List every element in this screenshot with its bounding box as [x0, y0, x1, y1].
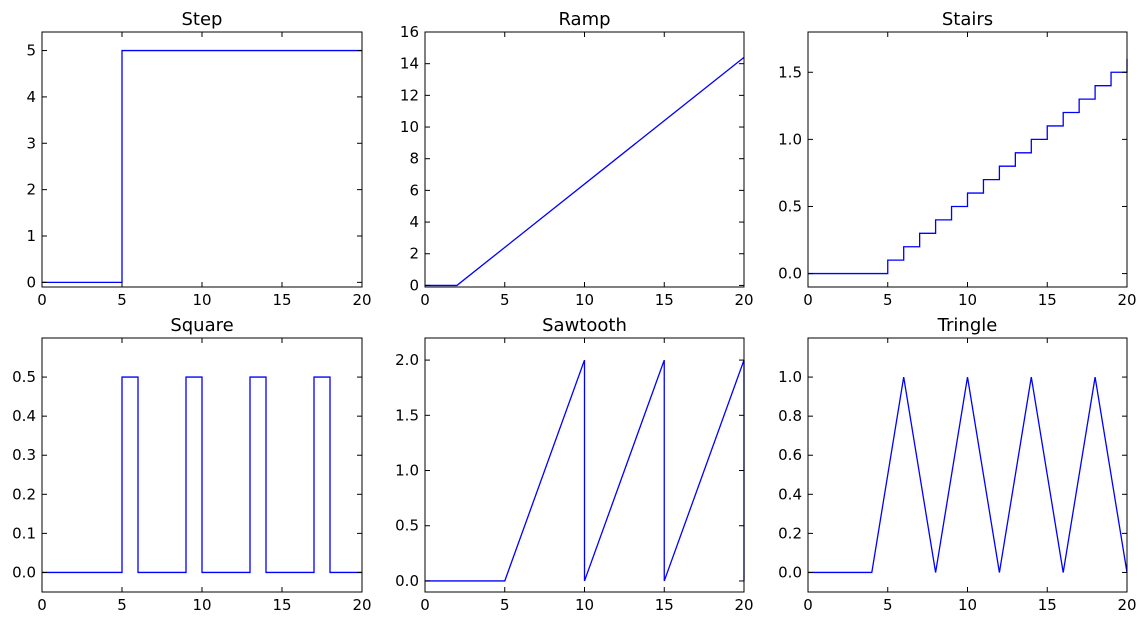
y-tick-label: 0.6	[778, 446, 802, 464]
y-tick-label: 10	[400, 118, 419, 136]
x-tick-label: 0	[420, 596, 430, 614]
x-tick-label: 5	[883, 291, 893, 309]
x-tick-label: 10	[575, 291, 594, 309]
x-tick-label: 15	[272, 596, 291, 614]
y-tick-label: 2	[409, 245, 419, 263]
axes-frame	[424, 31, 745, 288]
series-line	[42, 49, 362, 284]
axes-frame	[807, 337, 1128, 593]
subplot-title: Tringle	[937, 315, 998, 336]
y-tick-label: 4	[409, 213, 419, 231]
x-tick-label: 5	[883, 596, 893, 614]
x-tick-label: 20	[352, 596, 371, 614]
subplot-sawtooth: 0 5 10 15 20 0.0 0.5 1.0 1.5 2.0 Sawtooth	[395, 315, 753, 614]
x-tick-label: 10	[958, 596, 977, 614]
y-tick-label: 5	[26, 42, 36, 60]
x-tick-label: 0	[37, 596, 47, 614]
x-tick-label: 5	[117, 596, 127, 614]
x-tick-label: 0	[803, 596, 813, 614]
axes-frame	[41, 31, 363, 288]
y-tick-label: 1.5	[778, 63, 802, 81]
y-tick-label: 0.2	[12, 485, 36, 503]
x-tick-label: 5	[117, 291, 127, 309]
y-tick-label: 1	[26, 227, 36, 245]
y-tick-label: 0.1	[12, 524, 36, 542]
x-tick-label: 15	[1038, 291, 1057, 309]
y-tick-label: 1.0	[395, 462, 419, 480]
y-tick-label: 14	[400, 55, 419, 73]
y-tick-label: 0.0	[778, 563, 802, 581]
y-tick-label: 0.0	[778, 265, 802, 283]
subplot-title: Sawtooth	[542, 315, 627, 336]
subplot-stairs: 0 5 10 15 20 0.0 0.5 1.0 1.5 Stairs	[778, 9, 1136, 309]
x-tick-label: 5	[500, 291, 510, 309]
series-line	[808, 58, 1128, 275]
y-tick-label: 12	[400, 86, 419, 104]
y-tick-label: 4	[26, 88, 36, 106]
x-tick-label: 20	[734, 291, 753, 309]
y-tick-label: 0.3	[12, 446, 36, 464]
y-tick-label: 0	[409, 276, 419, 294]
y-tick-label: 6	[409, 181, 419, 199]
x-tick-label: 20	[1117, 291, 1136, 309]
y-tick-label: 0.0	[12, 563, 36, 581]
series-line	[808, 376, 1128, 574]
x-tick-label: 15	[655, 596, 674, 614]
x-tick-label: 10	[575, 596, 594, 614]
x-tick-label: 10	[192, 596, 211, 614]
x-tick-label: 20	[1117, 596, 1136, 614]
series-line	[425, 359, 745, 582]
x-tick-label: 15	[1038, 596, 1057, 614]
y-tick-label: 0.5	[395, 517, 419, 535]
subplot-step: 0 5 10 15 20 0 1 2 3 4 5 Step	[26, 9, 371, 309]
y-tick-label: 1.0	[778, 130, 802, 148]
y-tick-label: 0.5	[778, 197, 802, 215]
subplot-square: 0 5 10 15 20 0.0 0.1 0.2 0.3 0.4 0.5 Square	[12, 315, 371, 614]
axes-frame	[807, 31, 1128, 288]
y-tick-label: 0.0	[395, 572, 419, 590]
x-tick-label: 15	[655, 291, 674, 309]
y-tick-label: 0.8	[778, 407, 802, 425]
y-tick-label: 0.4	[12, 407, 36, 425]
subplot-title: Square	[170, 315, 233, 336]
y-tick-label: 3	[26, 134, 36, 152]
x-tick-label: 0	[420, 291, 430, 309]
x-tick-label: 20	[734, 596, 753, 614]
y-tick-label: 0.2	[778, 524, 802, 542]
x-tick-label: 0	[803, 291, 813, 309]
subplot-title: Stairs	[942, 9, 993, 30]
y-tick-label: 16	[400, 23, 419, 41]
x-tick-label: 20	[352, 291, 371, 309]
y-tick-label: 1.5	[395, 406, 419, 424]
series-line	[42, 376, 362, 574]
x-tick-label: 10	[958, 291, 977, 309]
subplot-tringle: 0 5 10 15 20 0.0 0.2 0.4 0.6 0.8 1.0 Tringle	[778, 315, 1136, 614]
y-tick-label: 8	[409, 150, 419, 168]
y-tick-label: 0	[26, 273, 36, 291]
x-tick-label: 5	[500, 596, 510, 614]
y-tick-label: 0.4	[778, 485, 802, 503]
subplot-title: Step	[182, 9, 223, 30]
y-tick-label: 0.5	[12, 368, 36, 386]
y-tick-label: 1.0	[778, 368, 802, 386]
series-line	[425, 56, 745, 287]
x-tick-label: 10	[192, 291, 211, 309]
y-tick-label: 2.0	[395, 351, 419, 369]
x-tick-label: 15	[272, 291, 291, 309]
x-tick-label: 0	[37, 291, 47, 309]
y-tick-label: 2	[26, 181, 36, 199]
subplot-ramp: 0 5 10 15 20 0 2 4 6 8 10 12 14 16 Ramp	[400, 9, 754, 309]
subplot-title: Ramp	[558, 9, 610, 30]
